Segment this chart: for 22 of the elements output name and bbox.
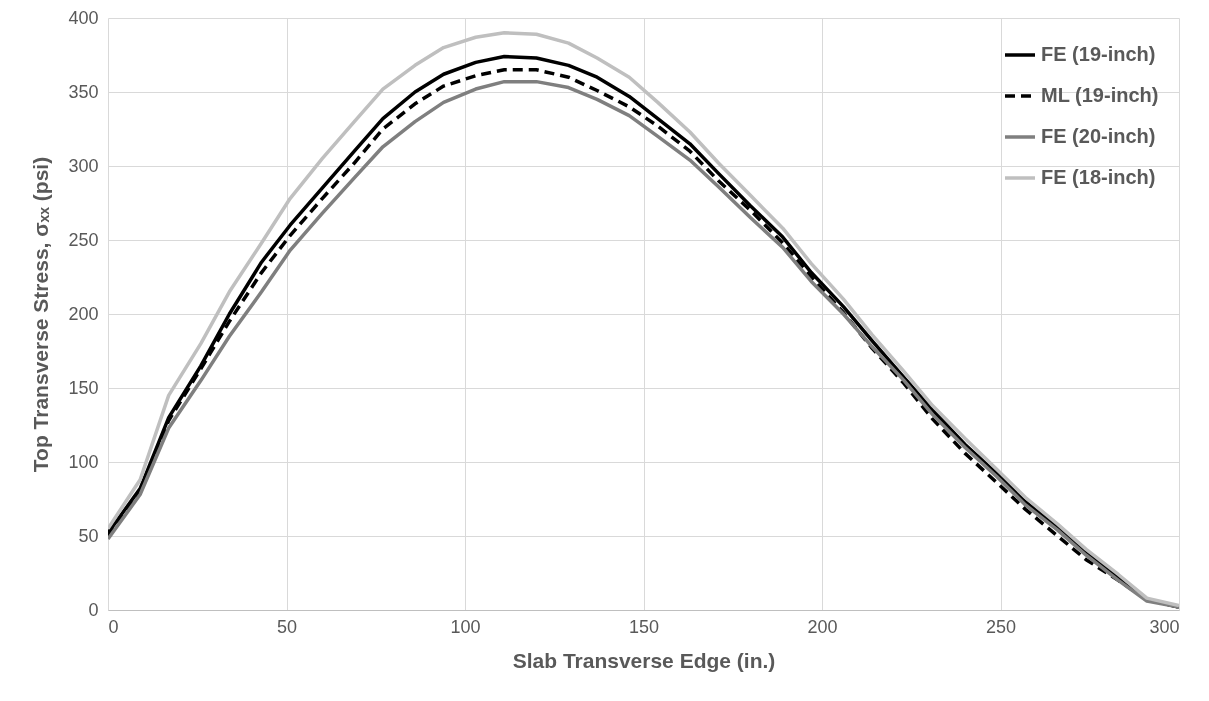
x-tick-label: 250 (985, 616, 1017, 637)
x-tick-label: 100 (450, 616, 481, 637)
x-tick-label: 300 (1149, 616, 1180, 637)
y-tick-label: 100 (68, 451, 99, 472)
y-tick-label: 250 (68, 229, 99, 250)
y-tick-label: 400 (68, 7, 99, 28)
y-tick-label: 0 (88, 599, 99, 620)
y-tick-label: 200 (68, 303, 99, 324)
x-tick-label: 200 (807, 616, 838, 637)
x-tick-label: 0 (108, 616, 119, 637)
x-tick-label: 50 (276, 616, 298, 637)
y-tick-label: 350 (68, 81, 99, 102)
y-axis-title: Top Transverse Stress, σₓₓ (psi) (29, 156, 53, 473)
x-tick-label: 150 (628, 616, 660, 637)
x-axis-title: Slab Transverse Edge (in.) (512, 648, 776, 672)
y-tick-label: 150 (68, 377, 99, 398)
legend-label: FE (19-inch) (1041, 43, 1156, 65)
legend-label: FE (20-inch) (1041, 125, 1156, 147)
y-tick-label: 300 (68, 155, 99, 176)
legend-label: ML (19-inch) (1041, 84, 1159, 106)
legend-label: FE (18-inch) (1041, 166, 1156, 188)
y-tick-label: 50 (78, 525, 99, 546)
